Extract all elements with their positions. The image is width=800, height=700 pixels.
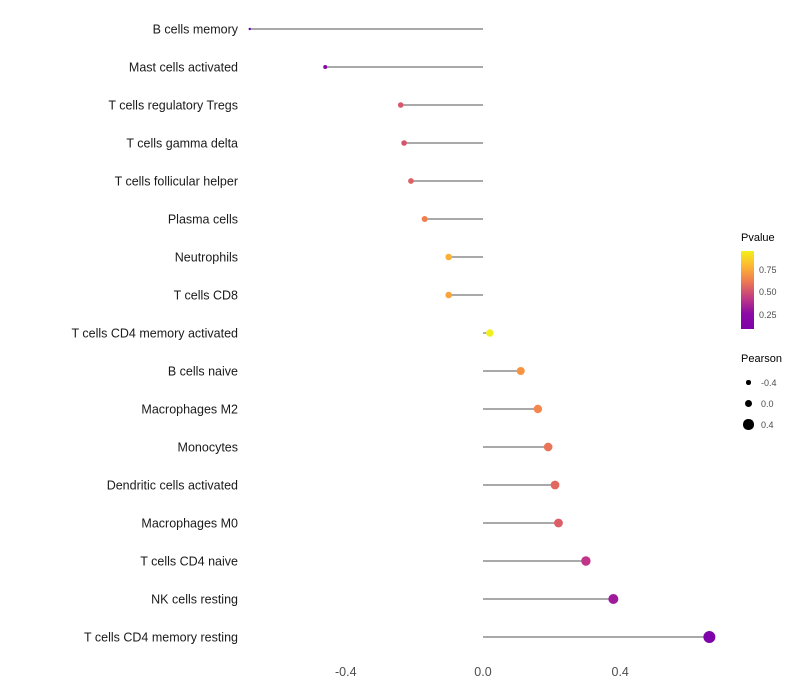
lollipop-point xyxy=(323,65,328,69)
pvalue-colorbar-tick: 0.75 xyxy=(759,264,777,275)
pearson-size-legend: -0.4 0.0 0.4 xyxy=(741,372,800,435)
category-label: T cells gamma delta xyxy=(126,137,238,151)
pearson-size-dot xyxy=(743,419,754,430)
pearson-size-dot-box xyxy=(741,399,756,408)
pvalue-colorbar-wrap: 0.75 0.50 0.25 xyxy=(741,251,800,329)
lollipop-point xyxy=(421,215,428,223)
category-label: T cells CD8 xyxy=(174,289,238,303)
category-label: Monocytes xyxy=(178,441,238,455)
pvalue-colorbar xyxy=(741,251,754,329)
x-axis-tick-label: 0.4 xyxy=(612,665,629,679)
category-label: T cells regulatory Tregs xyxy=(108,99,238,113)
lollipop-point xyxy=(401,140,407,146)
category-label: Macrophages M2 xyxy=(141,403,238,417)
lollipop-point xyxy=(486,329,494,337)
category-label: Mast cells activated xyxy=(129,61,238,75)
pvalue-colorbar-tick: 0.25 xyxy=(759,309,777,320)
category-label: T cells CD4 memory activated xyxy=(72,327,239,341)
pearson-size-dot xyxy=(746,380,751,385)
lollipop-point xyxy=(397,102,404,108)
category-label: B cells memory xyxy=(153,23,239,37)
lollipop-point xyxy=(533,404,543,414)
category-label: T cells CD4 naive xyxy=(140,555,238,569)
pearson-size-dot-box xyxy=(741,419,756,430)
lollipop-point xyxy=(581,556,591,566)
pearson-size-label: -0.4 xyxy=(761,377,777,388)
lollipop-point xyxy=(445,253,452,261)
category-label: Dendritic cells activated xyxy=(107,479,238,493)
pearson-size-row: 0.4 xyxy=(741,414,800,435)
pvalue-colorbar-tick: 0.50 xyxy=(759,287,777,298)
lollipop-point xyxy=(554,518,563,528)
lollipop-point xyxy=(445,291,452,299)
lollipop-point xyxy=(516,366,525,376)
lollipop-point xyxy=(703,631,716,643)
x-axis-tick-label: 0.0 xyxy=(474,665,491,679)
pvalue-legend-title: Pvalue xyxy=(741,232,775,244)
pearson-legend-title: Pearson xyxy=(741,353,782,365)
lollipop-point xyxy=(608,594,619,604)
category-label: B cells naive xyxy=(168,365,238,379)
pearson-size-label: 0.4 xyxy=(761,419,774,430)
category-label: T cells follicular helper xyxy=(115,175,238,189)
pearson-size-row: -0.4 xyxy=(741,372,800,393)
lollipop-point xyxy=(550,480,560,490)
pearson-size-dot xyxy=(744,399,753,408)
category-label: Macrophages M0 xyxy=(141,517,238,531)
legend-panel: Pvalue 0.75 0.50 0.25 Pearson -0.4 0.0 0.4 xyxy=(741,232,800,435)
lollipop-point xyxy=(248,27,251,31)
lollipop-point xyxy=(543,442,553,452)
x-axis-tick-label: -0.4 xyxy=(335,665,357,679)
category-label: Neutrophils xyxy=(175,251,238,265)
pearson-size-dot-box xyxy=(741,380,756,385)
pearson-size-label: 0.0 xyxy=(761,398,774,409)
category-label: Plasma cells xyxy=(168,213,238,227)
lollipop-point xyxy=(408,178,414,184)
category-label: NK cells resting xyxy=(151,593,238,607)
pearson-size-row: 0.0 xyxy=(741,393,800,414)
category-label: T cells CD4 memory resting xyxy=(84,631,238,645)
